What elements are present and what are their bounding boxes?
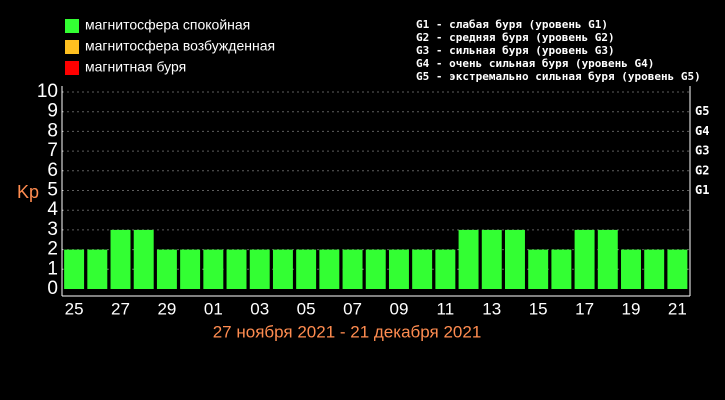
x-tick-label: 25 [65, 299, 84, 318]
legend-label: магнитосфера возбужденная [85, 38, 275, 54]
bar [87, 249, 108, 289]
storm-level: G3 - сильная буря (уровень G3) [416, 44, 615, 57]
bar [180, 249, 201, 289]
x-tick-label: 11 [437, 299, 455, 318]
storm-level: G2 - средняя буря (уровень G2) [416, 31, 615, 44]
bar [64, 249, 85, 289]
bar [133, 229, 154, 289]
y-tick-label: 3 [47, 219, 58, 240]
bar [528, 249, 549, 289]
y2-tick-label: G4 [695, 124, 709, 138]
bar [296, 249, 317, 289]
y2-tick-label: G3 [695, 144, 709, 158]
storm-level: G1 - слабая буря (уровень G1) [416, 18, 608, 31]
x-tick-label: 07 [343, 299, 362, 318]
y-tick-label: 9 [47, 101, 58, 122]
x-tick-label: 21 [668, 299, 687, 318]
y-tick-label: 1 [47, 258, 58, 279]
x-tick-label: 15 [529, 299, 548, 318]
legend-swatch [65, 19, 79, 33]
bar [435, 249, 456, 289]
x-tick-label: 09 [389, 299, 408, 318]
y-tick-label: 7 [47, 140, 58, 161]
y-tick-label: 6 [47, 160, 58, 181]
bar [597, 229, 618, 289]
bar [412, 249, 433, 289]
bar [574, 229, 595, 289]
x-tick-label: 03 [250, 299, 269, 318]
x-tick-label: 17 [575, 299, 594, 318]
bar [621, 249, 641, 289]
x-tick-label: 27 [111, 299, 130, 318]
y2-tick-label: G1 [695, 183, 709, 197]
x-axis-label: 27 ноября 2021 - 21 декабря 2021 [213, 322, 482, 341]
bar [644, 249, 665, 289]
bar [156, 249, 177, 289]
y-tick-label: 8 [47, 120, 58, 141]
bar [365, 249, 386, 289]
bar [551, 249, 572, 289]
legend-label: магнитосфера спокойная [85, 17, 250, 33]
bar [667, 249, 688, 289]
bar [226, 249, 247, 289]
storm-level: G5 - экстремально сильная буря (уровень … [416, 70, 701, 83]
bar [481, 229, 502, 289]
bar [342, 249, 363, 289]
bar [272, 249, 293, 289]
y2-tick-label: G5 [695, 104, 709, 118]
storm-level: G4 - очень сильная буря (уровень G4) [416, 57, 654, 70]
bar [203, 249, 224, 289]
legend-swatch [65, 40, 79, 54]
y-tick-label: 4 [47, 199, 58, 220]
y2-tick-label: G2 [695, 163, 709, 177]
y-tick-label: 0 [47, 278, 58, 299]
bar [319, 249, 340, 289]
bar [458, 229, 479, 289]
y-axis-label: Kp [17, 182, 39, 202]
legend-label: магнитная буря [85, 59, 186, 75]
legend-swatch [65, 61, 79, 75]
x-tick-label: 13 [482, 299, 501, 318]
bar [110, 229, 131, 289]
y-tick-label: 5 [47, 180, 58, 201]
bar [388, 249, 409, 289]
bar [249, 249, 270, 289]
x-tick-label: 19 [622, 299, 641, 318]
x-tick-label: 29 [157, 299, 176, 318]
y-tick-label: 10 [37, 81, 58, 102]
x-tick-label: 01 [204, 299, 223, 318]
y-tick-label: 2 [47, 239, 58, 260]
bar [504, 229, 525, 289]
x-tick-label: 05 [297, 299, 316, 318]
